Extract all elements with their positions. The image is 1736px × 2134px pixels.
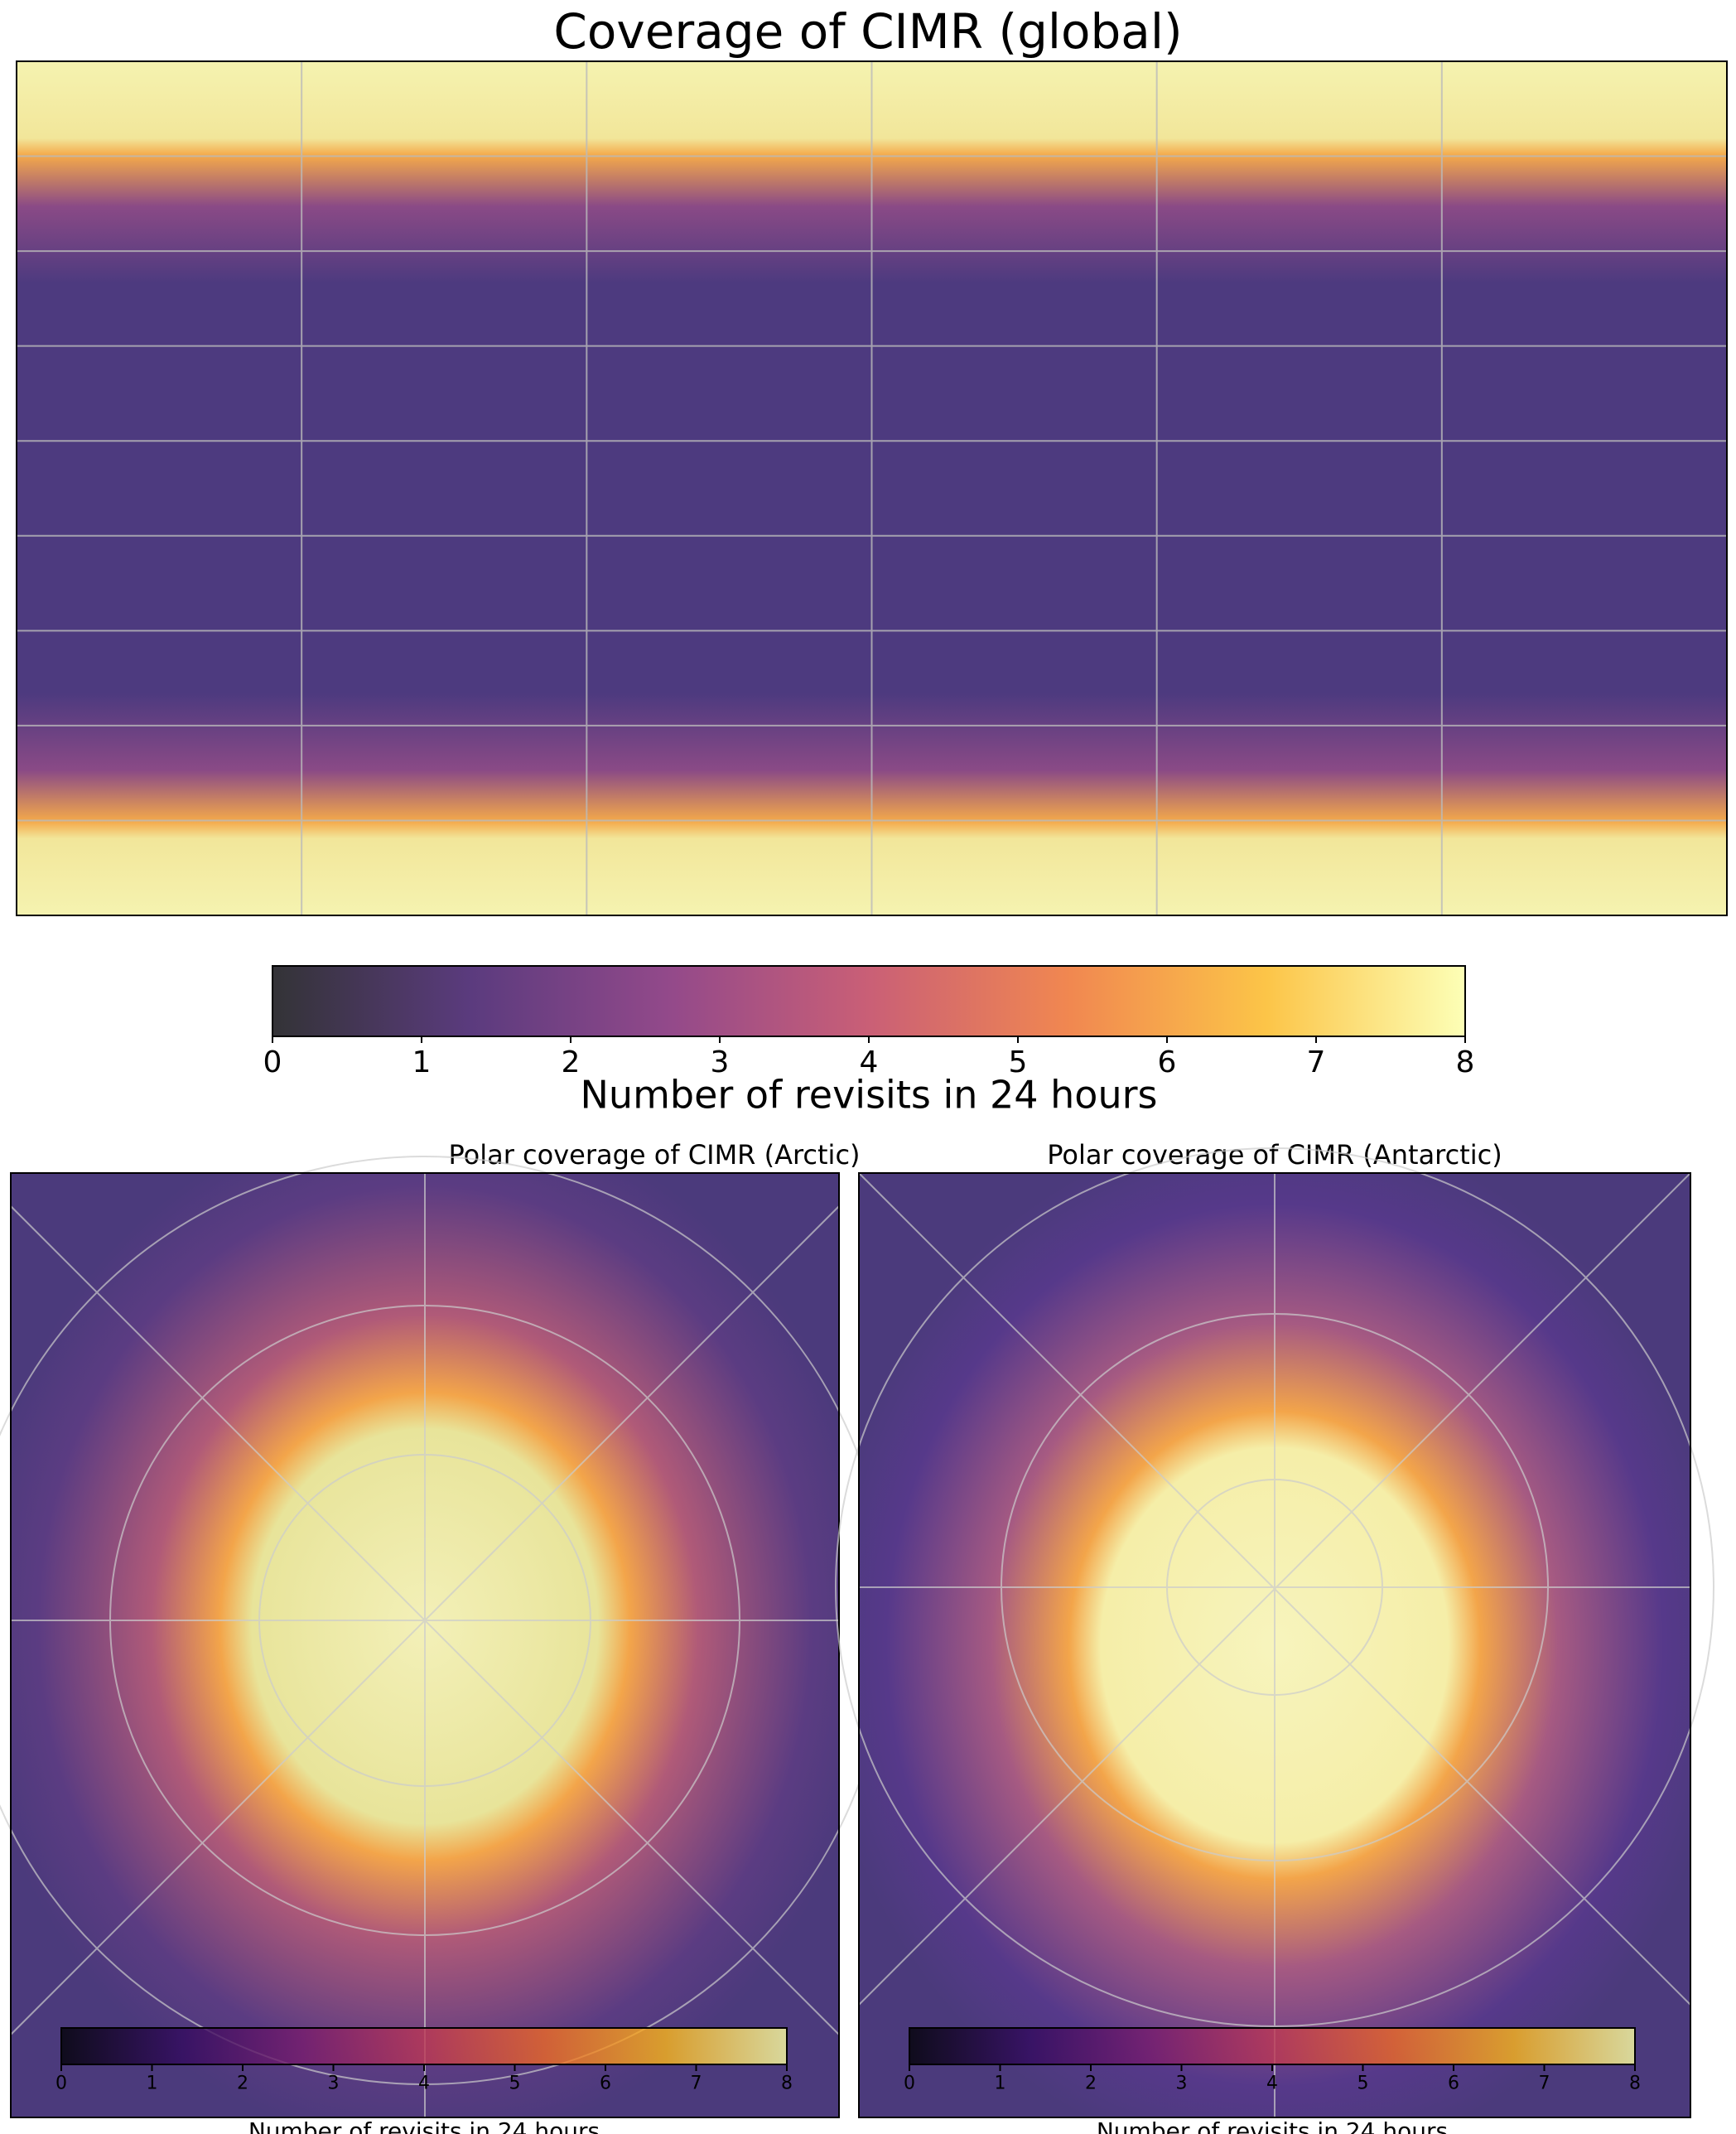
colorbar-tick-label: 1 xyxy=(995,2073,1006,2093)
colorbar-tick-label: 6 xyxy=(600,2073,611,2093)
colorbar-tick-label: 7 xyxy=(691,2073,702,2093)
colorbar-tick-label: 7 xyxy=(1307,1045,1326,1079)
colorbar xyxy=(909,2027,1636,2065)
colorbar-tick-label: 0 xyxy=(263,1045,282,1079)
colorbar-label: Number of revisits in 24 hours xyxy=(1097,2117,1448,2134)
colorbar-tick-label: 1 xyxy=(147,2073,158,2093)
colorbar-tick-label: 4 xyxy=(418,2073,430,2093)
colorbar-tick-label: 2 xyxy=(562,1045,581,1079)
antarctic-map xyxy=(835,1147,1714,2118)
arctic-title: Polar coverage of CIMR (Arctic) xyxy=(448,1139,860,1171)
colorbar xyxy=(272,965,1466,1037)
colorbar-tick-label: 3 xyxy=(328,2073,340,2093)
colorbar-tick-label: 0 xyxy=(55,2073,67,2093)
global-map xyxy=(16,60,1728,916)
global-title: Coverage of CIMR (global) xyxy=(553,3,1182,60)
colorbar-label: Number of revisits in 24 hours xyxy=(581,1073,1158,1118)
colorbar-tick-label: 4 xyxy=(860,1045,879,1079)
colorbar-tick-label: 1 xyxy=(412,1045,432,1079)
arctic-map xyxy=(0,1156,890,2118)
colorbar-tick-label: 2 xyxy=(1085,2073,1097,2093)
colorbar-tick-label: 6 xyxy=(1158,1045,1177,1079)
colorbar-tick-label: 7 xyxy=(1539,2073,1550,2093)
colorbar xyxy=(60,2027,788,2065)
colorbar-tick-label: 5 xyxy=(509,2073,521,2093)
colorbar-tick-label: 2 xyxy=(237,2073,248,2093)
colorbar-tick-label: 0 xyxy=(904,2073,915,2093)
colorbar-label: Number of revisits in 24 hours xyxy=(248,2117,600,2134)
colorbar-tick-label: 5 xyxy=(1009,1045,1028,1079)
colorbar-tick-label: 8 xyxy=(781,2073,793,2093)
colorbar-tick-label: 3 xyxy=(1176,2073,1188,2093)
colorbar-tick-label: 6 xyxy=(1448,2073,1459,2093)
colorbar-tick-label: 3 xyxy=(711,1045,730,1079)
colorbar-tick-label: 4 xyxy=(1266,2073,1278,2093)
colorbar-tick-label: 5 xyxy=(1357,2073,1369,2093)
colorbar-tick-label: 8 xyxy=(1629,2073,1641,2093)
colorbar-tick-label: 8 xyxy=(1456,1045,1475,1079)
antarctic-title: Polar coverage of CIMR (Antarctic) xyxy=(1047,1139,1502,1171)
